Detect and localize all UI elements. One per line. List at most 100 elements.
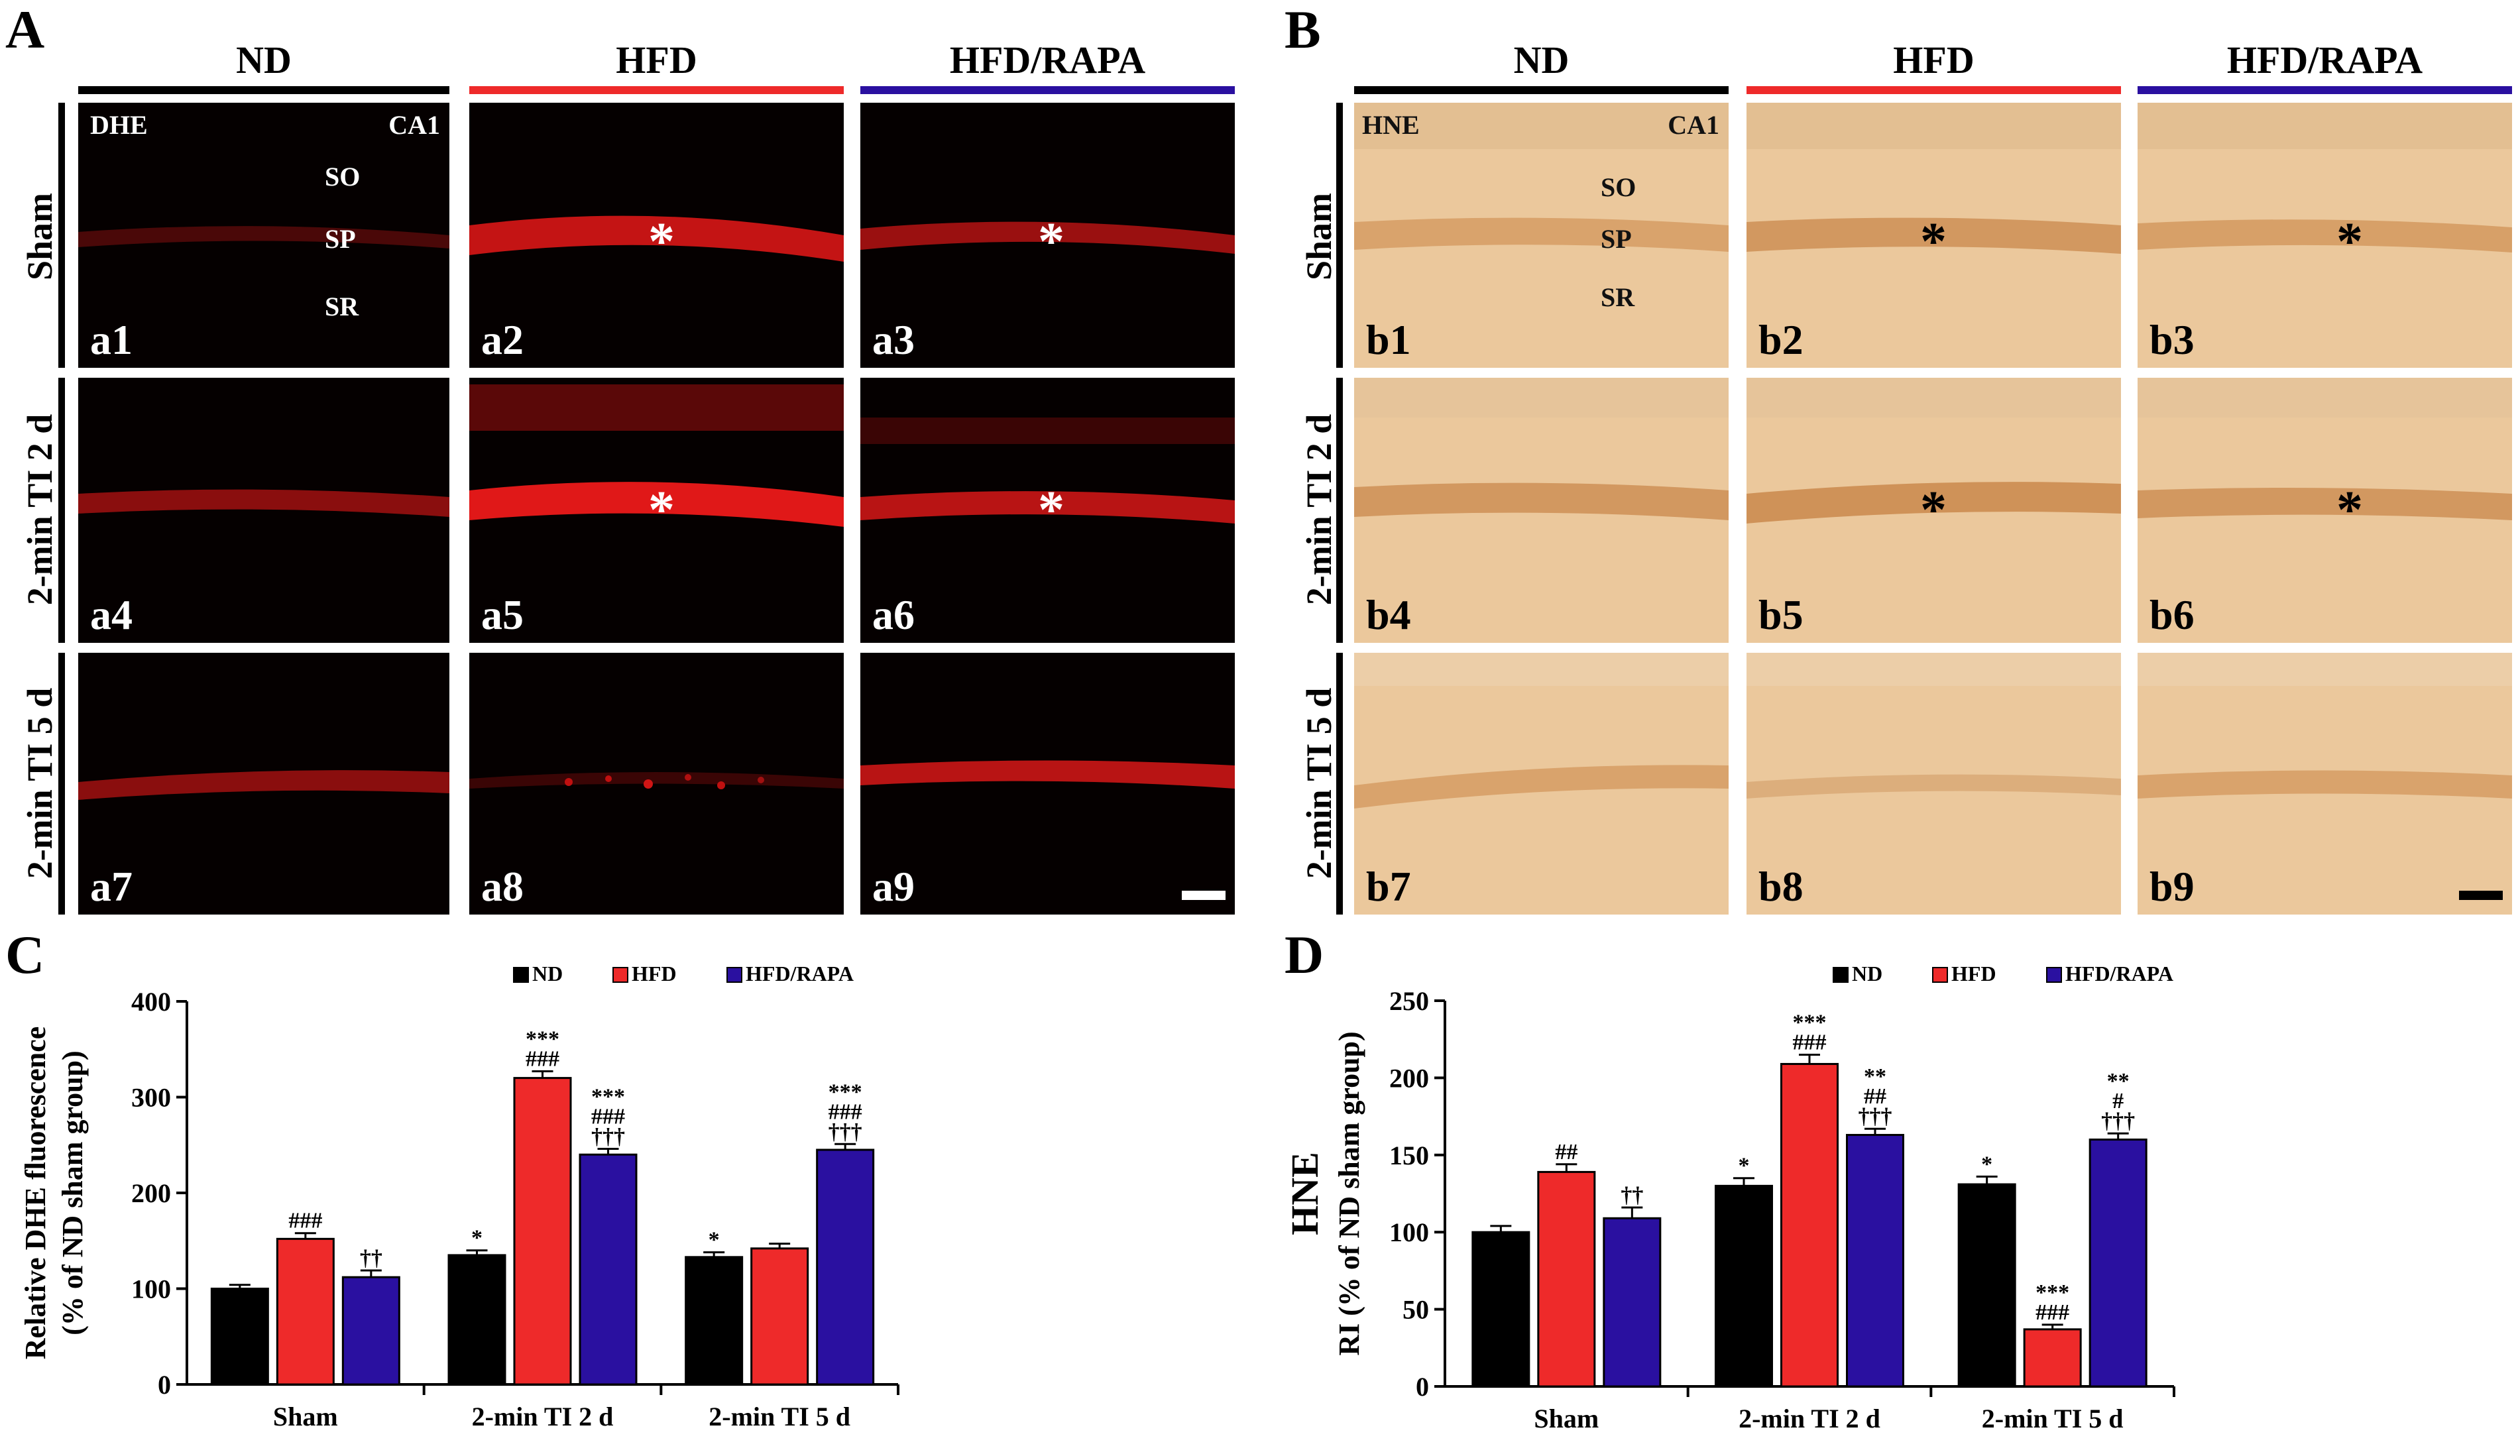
micrograph-a7: a7 [78, 653, 449, 915]
micrograph-a4: a4 [78, 378, 449, 643]
micrograph-b8: b8 [1747, 653, 2121, 915]
significance-marker: * [709, 1228, 720, 1253]
panel-b-row-line-1 [1336, 103, 1343, 368]
significance-marker: # [2112, 1089, 2124, 1113]
micrograph-a2: * a2 [469, 103, 844, 368]
legend-label: HFD [1951, 962, 1996, 985]
image-label: a5 [481, 591, 524, 638]
panel-b-row-label-ti5d: 2-min TI 5 d [1299, 687, 1339, 879]
asterisk-marker: * [1920, 213, 1947, 271]
image-label: a1 [90, 316, 133, 363]
significance-marker: * [1739, 1154, 1750, 1178]
x-category-label: 2-min TI 5 d [1982, 1404, 2124, 1433]
fluorescence-band [78, 770, 449, 800]
significance-marker: ††† [829, 1119, 862, 1144]
significance-marker: *** [1793, 1010, 1827, 1035]
staining-band [1354, 653, 1729, 809]
significance-marker: *** [526, 1027, 559, 1051]
significance-marker: †† [1621, 1183, 1643, 1207]
panel-b-row-label-ti2d: 2-min TI 2 d [1299, 414, 1339, 606]
y-tick-label: 0 [1416, 1372, 1429, 1402]
bar-hfd-rapa [1846, 1134, 1904, 1388]
image-label: a7 [90, 863, 133, 910]
panel-a-row-line-2 [58, 378, 65, 643]
significance-marker: ### [829, 1099, 862, 1124]
significance-marker: ## [1864, 1084, 1886, 1109]
significance-marker: ### [526, 1046, 559, 1071]
staining-band [1354, 378, 1729, 520]
legend-swatch [612, 967, 628, 983]
image-label: b3 [2149, 316, 2195, 363]
panel-a-row-label-ti5d: 2-min TI 5 d [20, 687, 60, 879]
bar-hfd-rapa [579, 1153, 638, 1386]
layer-label-so: SO [1601, 172, 1636, 202]
x-category-label: 2-min TI 2 d [472, 1402, 614, 1431]
y-tick-label: 150 [1389, 1141, 1429, 1170]
bar-hfd-rapa [1603, 1217, 1662, 1388]
y-tick-label: 200 [131, 1178, 171, 1208]
asterisk-marker: * [2336, 481, 2363, 539]
scale-bar [2459, 891, 2503, 900]
layer-label-so: SO [325, 162, 361, 192]
panel-a-column-bar-nd [78, 86, 449, 94]
x-category-label: Sham [273, 1402, 338, 1431]
micrograph-b3: * b3 [2138, 103, 2512, 368]
bar-nd [1715, 1184, 1773, 1388]
panel-b-column-bar-hfd [1747, 86, 2121, 94]
fluorescence-band [78, 226, 449, 249]
bar-hfd [276, 1237, 335, 1386]
image-label: b9 [2149, 863, 2195, 910]
image-label: b5 [1758, 591, 1804, 638]
image-label: b2 [1758, 316, 1804, 363]
bar-hfd-rapa [816, 1148, 875, 1386]
x-category-label: 2-min TI 2 d [1739, 1404, 1880, 1433]
image-label: b6 [2149, 591, 2195, 638]
micrograph-b7: b7 [1354, 653, 1729, 915]
legend-swatch [726, 967, 742, 983]
legend-swatch [1833, 967, 1849, 983]
bar-nd [447, 1254, 506, 1386]
micrograph-b4: b4 [1354, 378, 1729, 643]
panel-a-column-title-hfd: HFD [616, 38, 697, 82]
significance-marker: ### [1793, 1030, 1827, 1054]
panel-a-column-bar-hfd-rapa [860, 86, 1235, 94]
staining-band [1747, 103, 2121, 254]
image-label: b7 [1366, 863, 1411, 910]
panel-letter-c: C [5, 924, 45, 985]
bar-nd [1957, 1183, 2016, 1388]
y-axis-label-units: (% of ND sham group) [56, 1050, 89, 1335]
micrograph-a5: * a5 [469, 378, 844, 643]
image-label: a8 [481, 863, 524, 910]
bar-hfd [2023, 1328, 2082, 1388]
micrograph-a8: a8 [469, 653, 844, 915]
chart-d: 0 50 100 150 200 250 HNE RI (% of ND sham group… [1283, 962, 2175, 1433]
legend-label: ND [532, 962, 563, 985]
significance-marker: *** [591, 1085, 625, 1109]
y-tick-label: 0 [158, 1370, 171, 1400]
asterisk-marker: * [648, 213, 675, 271]
x-category-label: Sham [1534, 1404, 1599, 1433]
image-label: a6 [872, 591, 915, 638]
bar-nd [685, 1256, 744, 1386]
panel-letter-d: D [1285, 924, 1324, 985]
staining-band [1747, 378, 2121, 524]
significance-marker: * [471, 1226, 483, 1251]
bar-hfd [513, 1077, 572, 1386]
bar-hfd-rapa [2089, 1139, 2148, 1388]
y-tick-label: 200 [1389, 1063, 1429, 1093]
panel-b-row-label-sham: Sham [1299, 192, 1339, 281]
y-tick-label: 100 [1389, 1217, 1429, 1247]
layer-label-sr: SR [325, 292, 359, 321]
significance-marker: ††† [1859, 1104, 1892, 1129]
significance-marker: †† [360, 1246, 382, 1270]
fluorescence-band [860, 760, 1235, 789]
panel-a-row-label-sham: Sham [20, 192, 60, 281]
legend-label: ND [1852, 962, 1882, 985]
panel-a-row-line-1 [58, 103, 65, 368]
panel-letter-a: A [5, 0, 45, 60]
staining-band [1354, 103, 1729, 252]
asterisk-marker: * [2336, 213, 2363, 271]
significance-marker: ## [1555, 1140, 1577, 1164]
legend-swatch [513, 967, 529, 983]
legend-swatch [1932, 967, 1948, 983]
